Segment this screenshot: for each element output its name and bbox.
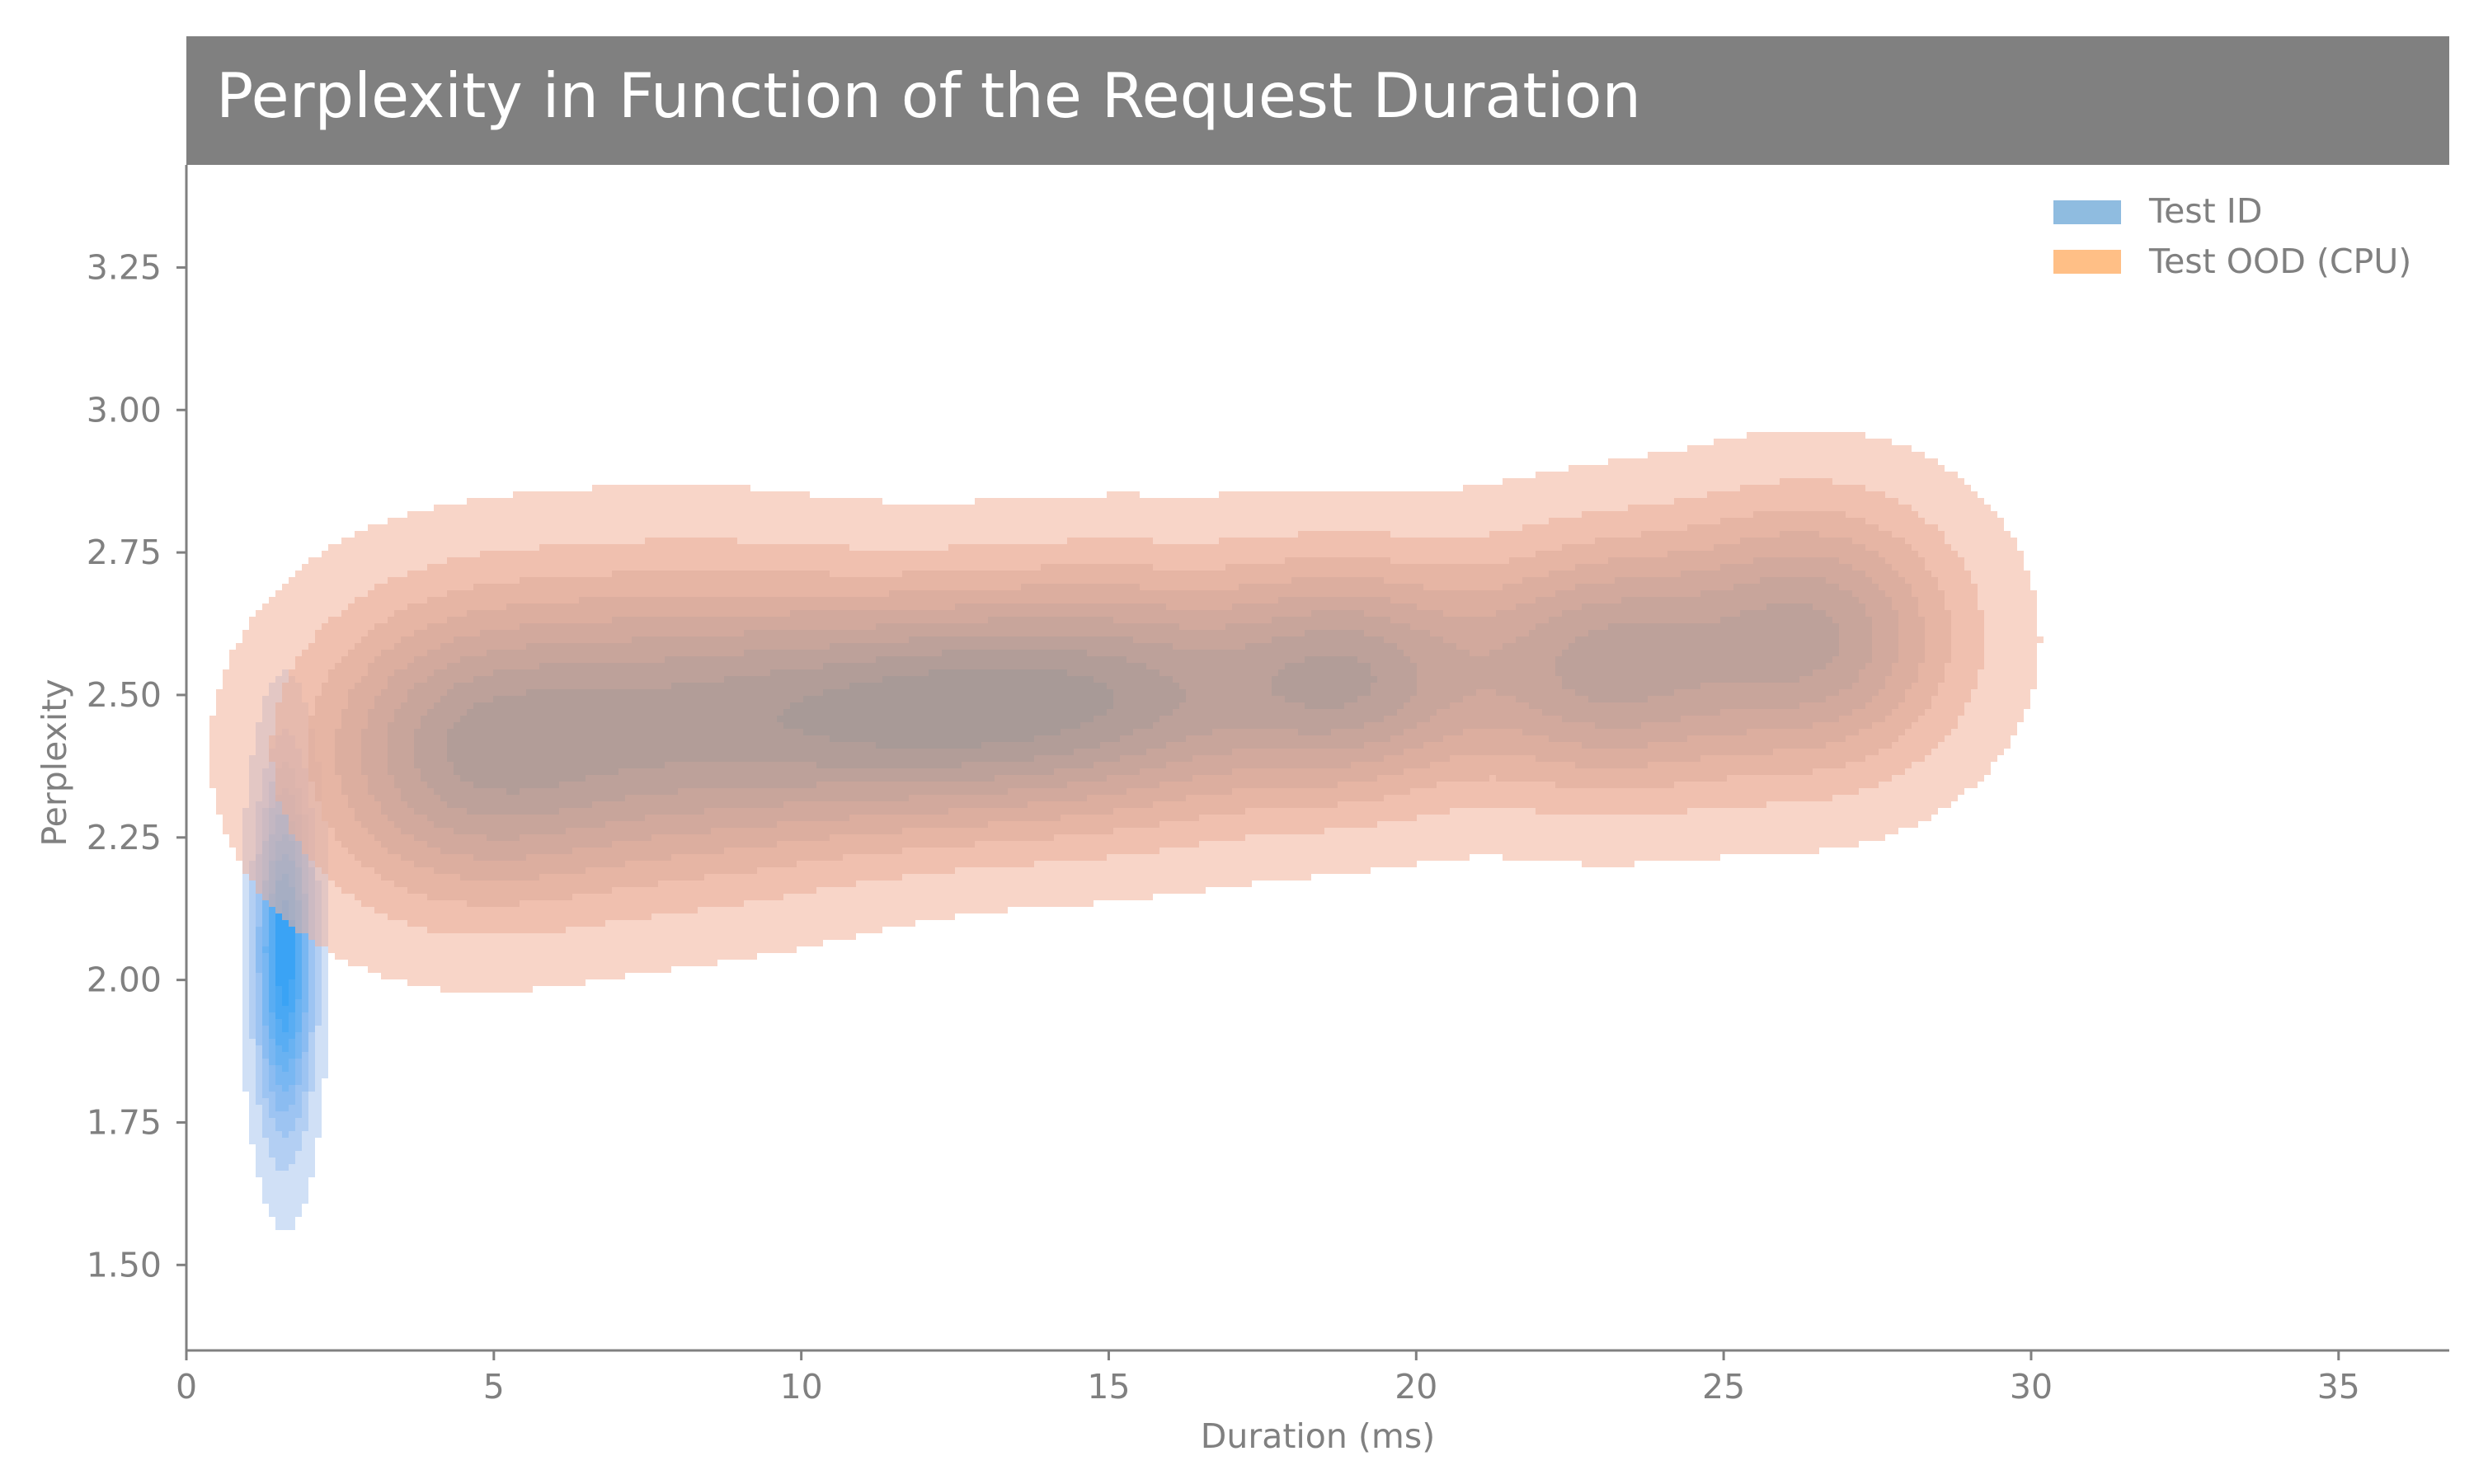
y-axis-ticks: 1.50 1.75 2.00 2.25 2.50 2.75 3.00 3.25 — [87, 247, 186, 1284]
legend-label-test-ood: Test OOD (CPU) — [2148, 242, 2411, 281]
x-tick-label: 10 — [780, 1367, 823, 1407]
y-tick-label: 2.00 — [87, 960, 162, 1000]
y-axis-label: Perplexity — [35, 679, 74, 846]
legend-label-test-id: Test ID — [2148, 191, 2262, 231]
y-tick-label: 2.50 — [87, 675, 162, 715]
y-tick-label: 2.75 — [87, 533, 162, 572]
x-tick-label: 25 — [1702, 1367, 1745, 1407]
legend-swatch-test-ood — [2053, 250, 2121, 274]
y-tick-label: 1.50 — [87, 1245, 162, 1284]
legend: Test ID Test OOD (CPU) — [2053, 191, 2411, 281]
x-tick-label: 30 — [2010, 1367, 2053, 1407]
plot-area — [209, 432, 2044, 1230]
legend-swatch-test-id — [2053, 200, 2121, 224]
y-tick-label: 3.25 — [87, 247, 162, 287]
y-tick-label: 3.00 — [87, 390, 162, 430]
series-density-1 — [209, 432, 2044, 993]
y-tick-label: 1.75 — [87, 1102, 162, 1142]
x-tick-label: 15 — [1087, 1367, 1130, 1407]
density-level-1-8 — [777, 669, 1113, 749]
y-tick-label: 2.25 — [87, 818, 162, 857]
x-axis-ticks: 0 5 10 15 20 25 30 35 — [176, 1350, 2360, 1407]
x-tick-label: 0 — [176, 1367, 197, 1407]
x-axis-label: Duration (ms) — [1201, 1416, 1435, 1456]
title-bar — [186, 36, 2449, 165]
x-tick-label: 35 — [2317, 1367, 2360, 1407]
x-tick-label: 20 — [1395, 1367, 1437, 1407]
chart-title: Perplexity in Function of the Request Du… — [216, 59, 1641, 132]
x-tick-label: 5 — [483, 1367, 505, 1407]
